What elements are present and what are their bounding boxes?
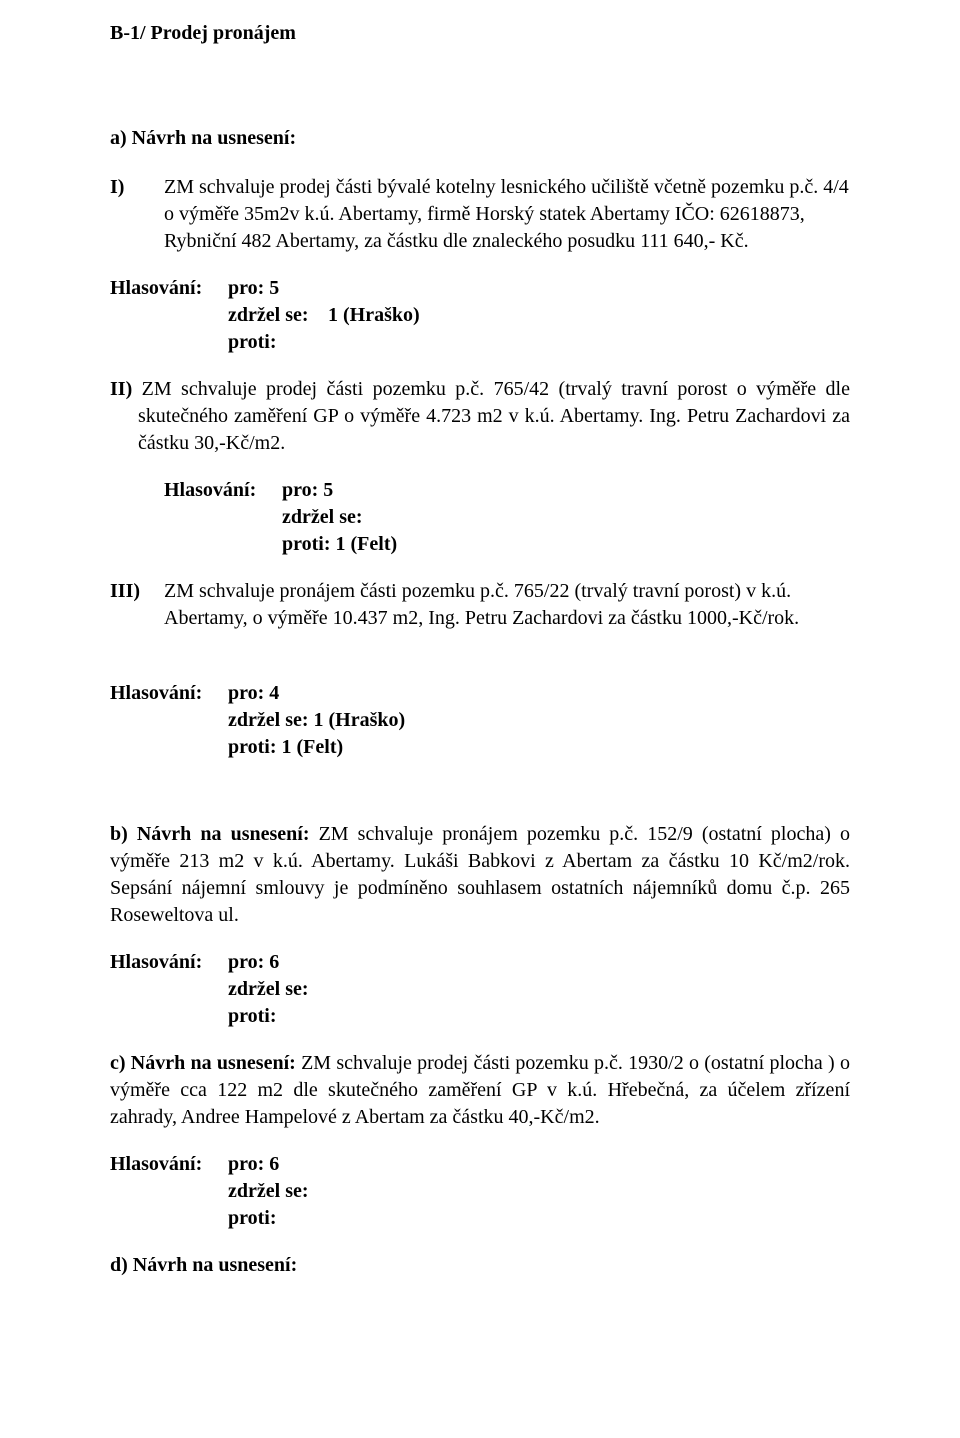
vote5-label: Hlasování: xyxy=(110,1151,228,1178)
subheading-c: c) Návrh na usnesení: xyxy=(110,1052,296,1074)
vote-block-3: Hlasování: pro: 4 zdržel se: 1 (Hraško) … xyxy=(110,680,850,761)
item-III-marker: III) xyxy=(110,578,164,632)
vote2-zdrzel: zdržel se: xyxy=(282,504,363,531)
item-II-marker: II) xyxy=(110,378,132,400)
item-I-text: ZM schvaluje prodej části bývalé kotelny… xyxy=(164,174,850,255)
vote2-label: Hlasování: xyxy=(164,477,282,504)
item-II-text: ZM schvaluje prodej části pozemku p.č. 7… xyxy=(132,378,850,454)
vote3-zdrzel: zdržel se: 1 (Hraško) xyxy=(110,707,850,734)
vote3-pro: pro: 4 xyxy=(228,680,279,707)
subheading-b: b) Návrh na usnesení: xyxy=(110,823,310,845)
item-III-text: ZM schvaluje pronájem části pozemku p.č.… xyxy=(164,578,850,632)
vote5-zdrzel: zdržel se: xyxy=(110,1178,850,1205)
vote1-pro: pro: 5 xyxy=(228,275,279,302)
vote3-label: Hlasování: xyxy=(110,680,228,707)
vote5-pro: pro: 6 xyxy=(228,1151,279,1178)
subheading-a: a) Návrh na usnesení: xyxy=(110,125,850,152)
vote-block-5: Hlasování: pro: 6 zdržel se: proti: xyxy=(110,1151,850,1232)
subheading-d: d) Návrh na usnesení: xyxy=(110,1252,850,1279)
vote1-zdrzel-val: 1 (Hraško) xyxy=(328,302,420,329)
vote4-label: Hlasování: xyxy=(110,949,228,976)
vote-block-4: Hlasování: pro: 6 zdržel se: proti: xyxy=(110,949,850,1030)
vote2-proti: proti: 1 (Felt) xyxy=(282,531,397,558)
item-II: II) ZM schvaluje prodej části pozemku p.… xyxy=(110,376,850,457)
vote1-zdrzel: zdržel se: xyxy=(228,302,328,329)
vote1-label: Hlasování: xyxy=(110,275,228,302)
vote4-pro: pro: 6 xyxy=(228,949,279,976)
item-I-marker: I) xyxy=(110,174,164,255)
vote4-proti: proti: xyxy=(110,1003,850,1030)
vote4-zdrzel: zdržel se: xyxy=(110,976,850,1003)
vote2-pro: pro: 5 xyxy=(282,477,333,504)
vote1-proti: proti: xyxy=(228,329,277,356)
item-I: I) ZM schvaluje prodej části bývalé kote… xyxy=(110,174,850,255)
vote-block-2: Hlasování: pro: 5 zdržel se: proti: 1 (F… xyxy=(110,477,850,558)
section-heading-b1: B-1/ Prodej pronájem xyxy=(110,20,850,47)
paragraph-c: c) Návrh na usnesení: ZM schvaluje prode… xyxy=(110,1050,850,1131)
vote5-proti: proti: xyxy=(110,1205,850,1232)
item-III: III) ZM schvaluje pronájem části pozemku… xyxy=(110,578,850,632)
vote3-proti: proti: 1 (Felt) xyxy=(110,734,850,761)
vote-block-1: Hlasování: pro: 5 zdržel se: 1 (Hraško) … xyxy=(110,275,850,356)
paragraph-b: b) Návrh na usnesení: ZM schvaluje proná… xyxy=(110,821,850,929)
